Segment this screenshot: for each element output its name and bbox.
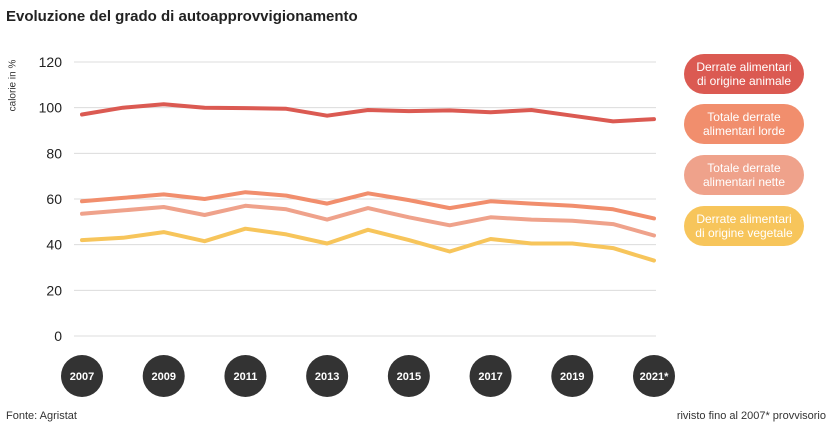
y-tick-label: 100 xyxy=(39,100,63,116)
x-tick: 2021* xyxy=(633,355,675,397)
y-tick-label: 20 xyxy=(46,282,62,298)
x-tick-label: 2009 xyxy=(151,371,175,383)
series-line-0 xyxy=(80,102,656,124)
x-tick: 2013 xyxy=(306,355,349,397)
x-tick-bubble xyxy=(387,355,430,397)
x-tick-bubble xyxy=(633,355,675,397)
legend-entry-total-gross: Totale derrate alimentari lorde xyxy=(684,104,804,144)
legend-animal-line1: Derrate alimentari xyxy=(696,60,792,74)
revision-note: rivisto fino al 2007* provvisorio xyxy=(676,410,826,422)
x-tick: 2011 xyxy=(224,355,267,397)
source-note: Fonte: Agristat xyxy=(6,410,77,422)
x-tick-label: 2019 xyxy=(560,371,584,383)
x-tick-label: 2007 xyxy=(70,371,94,383)
legend-net-line2: alimentari nette xyxy=(702,175,786,189)
x-tick: 2015 xyxy=(387,355,430,397)
y-tick-label: 60 xyxy=(46,191,62,207)
legend-veg-line1: Derrate alimentari xyxy=(696,212,792,226)
x-tick-bubble xyxy=(551,355,594,397)
x-tick-label: 2021* xyxy=(640,371,669,383)
legend-animal-line2: di origine animale xyxy=(696,74,792,88)
y-tick-label: 120 xyxy=(39,54,63,70)
series-line-2 xyxy=(80,203,656,238)
x-tick: 2017 xyxy=(469,355,512,397)
legend-gross-line2: alimentari lorde xyxy=(702,124,786,138)
x-tick: 2019 xyxy=(551,355,594,397)
y-tick-label: 0 xyxy=(54,328,62,344)
legend-entry-vegetable: Derrate alimentari di origine vegetale xyxy=(684,206,804,246)
x-tick-bubble xyxy=(469,355,512,397)
chart-title: Evoluzione del grado di autoapprovvigion… xyxy=(6,8,358,25)
x-tick-label: 2013 xyxy=(315,371,339,383)
x-tick-bubble xyxy=(306,355,349,397)
x-tick-labels: 2007 2009 2011 2013 2015 2017 2019 2021* xyxy=(61,355,675,397)
legend-entry-total-net: Totale derrate alimentari nette xyxy=(684,155,804,195)
x-tick: 2009 xyxy=(142,355,185,397)
y-tick-labels: 0 20 40 60 80 100 120 xyxy=(39,54,63,344)
x-tick-bubble xyxy=(224,355,267,397)
y-tick-label: 40 xyxy=(46,237,62,253)
x-tick-label: 2017 xyxy=(478,371,502,383)
legend-entry-animal: Derrate alimentari di origine animale xyxy=(684,54,804,94)
x-tick-label: 2011 xyxy=(233,371,257,383)
y-tick-label: 80 xyxy=(46,145,62,161)
series-lines xyxy=(80,102,656,263)
x-tick-bubble xyxy=(142,355,185,397)
legend-veg-line2: di origine vegetale xyxy=(695,226,793,240)
legend-net-line1: Totale derrate xyxy=(707,161,781,175)
x-tick-label: 2015 xyxy=(397,371,421,383)
x-tick-bubble xyxy=(61,355,103,397)
x-tick: 2007 xyxy=(61,355,103,397)
series-line-1 xyxy=(80,190,656,221)
series-line-3 xyxy=(80,226,656,263)
legend-gross-line1: Totale derrate xyxy=(707,110,781,124)
